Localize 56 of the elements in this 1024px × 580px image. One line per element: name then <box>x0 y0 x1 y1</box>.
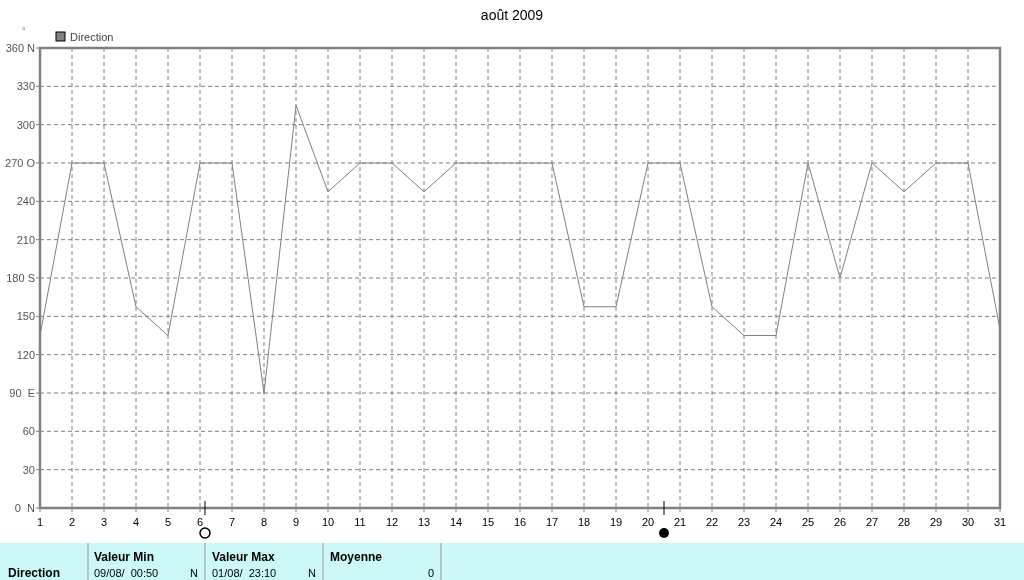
x-tick-label: 7 <box>228 516 236 528</box>
y-tick-label: 330 <box>16 80 35 93</box>
text: 09/08/ 00:50 <box>94 567 159 579</box>
text: N <box>190 567 199 579</box>
x-tick-label: 28 <box>897 516 911 528</box>
x-tick-label: 11 <box>354 516 366 528</box>
x-tick-label: 4 <box>132 516 140 528</box>
text: Moyenne <box>330 550 383 564</box>
x-tick-label: 12 <box>385 516 399 528</box>
x-tick-label: 13 <box>417 516 431 528</box>
y-tick-label: 90 E <box>9 387 35 399</box>
x-tick-label: 24 <box>769 516 783 528</box>
y-tick-label: 210 <box>16 233 35 246</box>
x-tick-label: 20 <box>641 516 655 528</box>
y-tick-label: 30 <box>22 463 35 476</box>
y-tick-label: 120 <box>16 348 35 361</box>
x-tick-label: 2 <box>68 516 76 528</box>
x-tick-label: 16 <box>513 516 527 528</box>
x-tick-label: 19 <box>609 516 623 528</box>
y-tick-label: 150 <box>16 310 35 323</box>
x-tick-label: 31 <box>993 516 1007 528</box>
x-tick-label: 17 <box>545 516 559 528</box>
x-tick-label: 5 <box>164 516 172 528</box>
text: N <box>308 567 317 579</box>
x-tick-label: 9 <box>292 516 300 528</box>
x-tick-label: 26 <box>833 516 847 528</box>
text: Direction <box>8 566 61 580</box>
x-tick-label: 23 <box>737 516 751 528</box>
x-tick-label: 10 <box>321 516 335 528</box>
y-tick-label: 270 O <box>5 157 36 169</box>
x-tick-label: 18 <box>577 516 591 528</box>
x-tick-label: 8 <box>260 516 268 528</box>
text: Valeur Max <box>212 550 276 564</box>
x-tick-label: 30 <box>961 516 975 528</box>
x-tick-label: 3 <box>100 516 108 528</box>
text: Valeur Min <box>94 550 155 564</box>
x-tick-label: 15 <box>481 516 495 528</box>
x-tick-label: 21 <box>673 516 687 528</box>
y-tick-label: 180 S <box>6 272 35 284</box>
legend-label: Direction <box>70 31 114 43</box>
y-axis-title: ° <box>22 26 26 36</box>
x-tick-label: 27 <box>865 516 879 528</box>
x-tick-label: 1 <box>36 516 44 528</box>
y-tick-label: 0 N <box>14 502 36 514</box>
y-tick-label: 60 <box>22 425 35 438</box>
text: 01/08/ 23:10 <box>212 567 277 579</box>
x-tick-label: 14 <box>449 516 463 528</box>
x-tick-label: 25 <box>801 516 815 528</box>
x-tick-label: 22 <box>705 516 719 528</box>
x-tick-label: 29 <box>929 516 943 528</box>
y-tick-label: 240 <box>16 195 35 208</box>
y-tick-label: 300 <box>16 118 35 131</box>
chart-title: août 2009 <box>480 7 544 23</box>
y-tick-label: 360 N <box>5 42 36 54</box>
x-tick-label: 6 <box>196 516 204 528</box>
text: 0 <box>427 567 434 579</box>
